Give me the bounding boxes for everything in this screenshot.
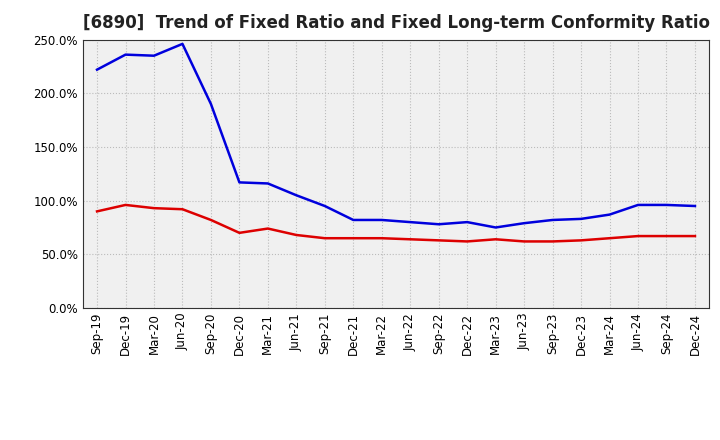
Text: [6890]  Trend of Fixed Ratio and Fixed Long-term Conformity Ratio: [6890] Trend of Fixed Ratio and Fixed Lo… [83, 15, 710, 33]
Fixed Long-term Conformity Ratio [549, 239, 557, 244]
Fixed Ratio [235, 180, 243, 185]
Fixed Ratio [320, 203, 329, 209]
Fixed Long-term Conformity Ratio [662, 234, 671, 239]
Fixed Ratio [606, 212, 614, 217]
Fixed Ratio [377, 217, 386, 223]
Fixed Ratio [463, 220, 472, 225]
Fixed Long-term Conformity Ratio [406, 237, 415, 242]
Fixed Long-term Conformity Ratio [320, 235, 329, 241]
Fixed Ratio [207, 101, 215, 106]
Fixed Ratio [634, 202, 642, 208]
Fixed Long-term Conformity Ratio [150, 205, 158, 211]
Fixed Long-term Conformity Ratio [463, 239, 472, 244]
Fixed Ratio [150, 53, 158, 59]
Line: Fixed Ratio: Fixed Ratio [97, 44, 695, 227]
Fixed Long-term Conformity Ratio [178, 207, 186, 212]
Fixed Long-term Conformity Ratio [606, 235, 614, 241]
Fixed Long-term Conformity Ratio [434, 238, 443, 243]
Fixed Ratio [93, 67, 102, 72]
Fixed Long-term Conformity Ratio [121, 202, 130, 208]
Fixed Ratio [491, 225, 500, 230]
Fixed Ratio [406, 220, 415, 225]
Line: Fixed Long-term Conformity Ratio: Fixed Long-term Conformity Ratio [97, 205, 695, 242]
Fixed Ratio [178, 41, 186, 47]
Fixed Long-term Conformity Ratio [264, 226, 272, 231]
Fixed Ratio [292, 193, 301, 198]
Fixed Long-term Conformity Ratio [634, 234, 642, 239]
Fixed Long-term Conformity Ratio [491, 237, 500, 242]
Fixed Ratio [121, 52, 130, 57]
Fixed Long-term Conformity Ratio [520, 239, 528, 244]
Fixed Long-term Conformity Ratio [235, 230, 243, 235]
Fixed Ratio [434, 222, 443, 227]
Fixed Ratio [662, 202, 671, 208]
Fixed Ratio [264, 181, 272, 186]
Fixed Ratio [349, 217, 358, 223]
Fixed Ratio [549, 217, 557, 223]
Fixed Ratio [520, 220, 528, 226]
Fixed Long-term Conformity Ratio [690, 234, 699, 239]
Fixed Long-term Conformity Ratio [93, 209, 102, 214]
Fixed Long-term Conformity Ratio [207, 217, 215, 223]
Fixed Ratio [577, 216, 585, 221]
Fixed Ratio [690, 203, 699, 209]
Fixed Long-term Conformity Ratio [349, 235, 358, 241]
Fixed Long-term Conformity Ratio [377, 235, 386, 241]
Fixed Long-term Conformity Ratio [577, 238, 585, 243]
Fixed Long-term Conformity Ratio [292, 232, 301, 238]
